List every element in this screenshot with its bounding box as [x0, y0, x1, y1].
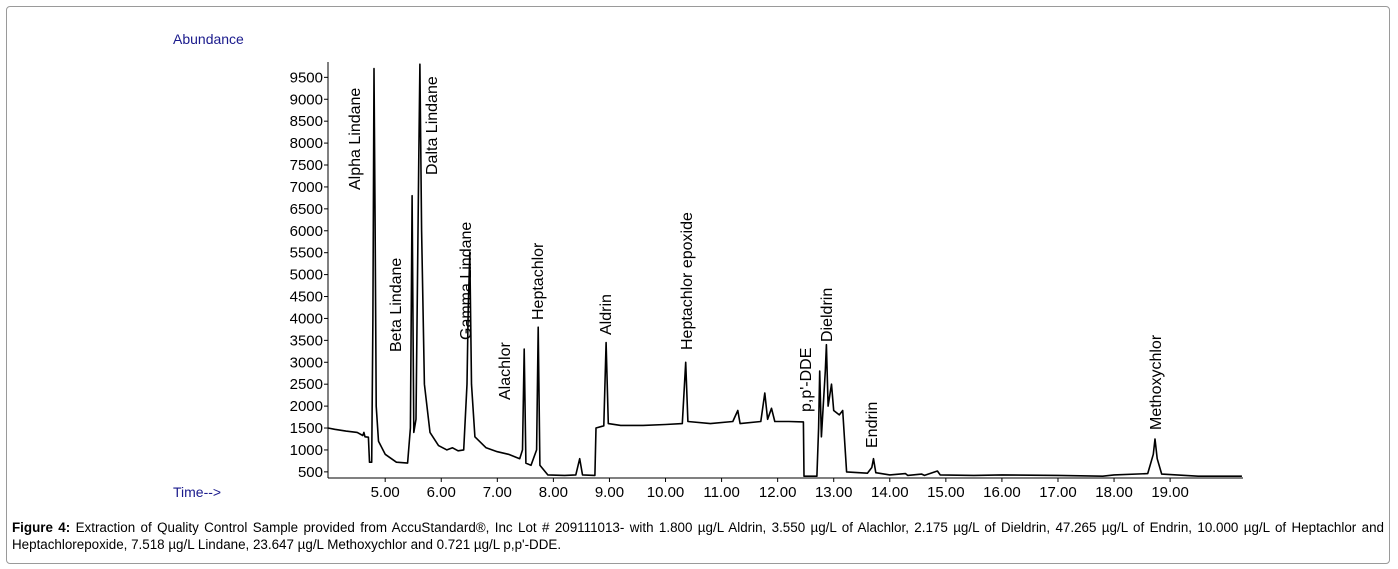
x-tick-label: 8.00	[539, 484, 568, 501]
y-axis-label: Abundance	[173, 31, 244, 47]
x-tick-label: 18.00	[1095, 484, 1133, 501]
peak-label: Dalta Lindane	[424, 76, 441, 175]
x-tick-label: 5.00	[371, 484, 400, 501]
y-tick-label: 2000	[290, 398, 323, 415]
y-tick-label: 8500	[290, 113, 323, 130]
y-tick-label: 5500	[290, 245, 323, 262]
y-tick-label: 7500	[290, 157, 323, 174]
y-tick-label: 500	[298, 464, 323, 481]
x-tick-label: 12.00	[759, 484, 797, 501]
peak-label: Alachlor	[497, 342, 514, 400]
x-tick-label: 10.00	[647, 484, 685, 501]
peak-label: p,p'-DDE	[798, 348, 815, 412]
x-tick-label: 14.00	[871, 484, 909, 501]
x-tick-label: 6.00	[427, 484, 456, 501]
x-tick-label: 16.00	[983, 484, 1021, 501]
y-tick-label: 1000	[290, 442, 323, 459]
caption: Figure 4: Extraction of Quality Control …	[12, 519, 1384, 553]
figure-frame	[6, 6, 1390, 564]
peak-label: Dieldrin	[819, 288, 836, 342]
caption-text: Extraction of Quality Control Sample pro…	[12, 520, 1384, 552]
x-tick-label: 15.00	[927, 484, 965, 501]
y-tick-label: 8000	[290, 135, 323, 152]
peak-label: Aldrin	[598, 294, 615, 335]
x-tick-label: 13.00	[815, 484, 853, 501]
peak-label: Gamma Lindane	[458, 222, 475, 340]
peak-label: Heptachlor epoxide	[679, 212, 696, 350]
y-tick-label: 5000	[290, 267, 323, 284]
y-tick-label: 1500	[290, 420, 323, 437]
chromatogram-trace	[327, 63, 1242, 477]
x-tick-label: 17.00	[1039, 484, 1077, 501]
peak-label: Beta Lindane	[388, 258, 405, 352]
x-tick-label: 9.00	[595, 484, 624, 501]
x-axis-label: Time-->	[173, 484, 221, 500]
chart: Abundance Time--> 500 1000 1500 2000 2500 300…	[173, 31, 1243, 501]
y-tick-label: 3500	[290, 332, 323, 349]
y-tick-label: 6000	[290, 223, 323, 240]
x-tick-label: 19.00	[1151, 484, 1189, 501]
y-tick-label: 2500	[290, 376, 323, 393]
x-tick-label: 7.00	[483, 484, 512, 501]
peak-label: Heptachlor	[530, 242, 547, 320]
x-tick-label: 11.00	[703, 484, 739, 501]
y-tick-label: 7000	[290, 179, 323, 196]
caption-label: Figure 4:	[12, 520, 71, 535]
y-tick-label: 4000	[290, 310, 323, 327]
y-tick-label: 3000	[290, 354, 323, 371]
y-tick-label: 9000	[290, 91, 323, 108]
peak-label: Endrin	[864, 402, 881, 448]
y-tick-label: 6500	[290, 201, 323, 218]
y-tick-label: 4500	[290, 289, 323, 306]
y-tick-label: 9500	[290, 69, 323, 86]
peak-label: Methoxychlor	[1148, 334, 1165, 430]
peak-label: Alpha Lindane	[347, 88, 364, 190]
